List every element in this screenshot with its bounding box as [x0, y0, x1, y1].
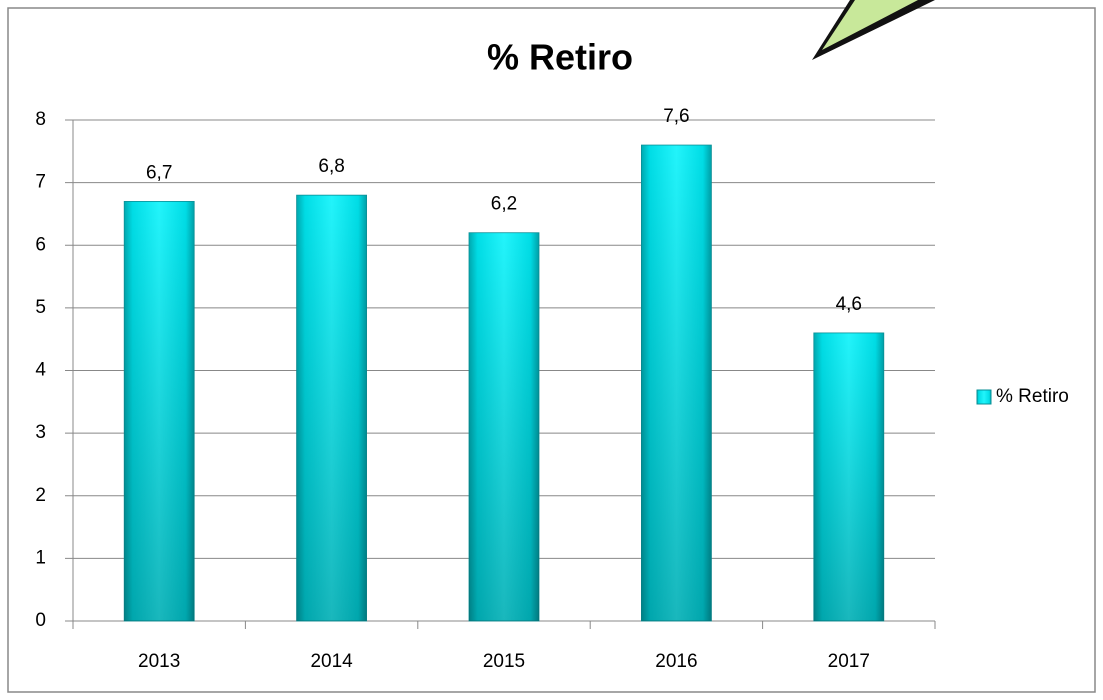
value-label: 7,6	[663, 106, 689, 127]
y-tick-label: 4	[35, 360, 46, 381]
legend-label: % Retiro	[996, 386, 1069, 407]
bar-shade	[124, 201, 195, 621]
y-tick-label: 8	[35, 109, 46, 130]
value-label: 6,2	[491, 194, 517, 215]
value-label: 4,6	[836, 294, 862, 315]
y-tick-label: 6	[35, 234, 46, 255]
y-tick-label: 3	[35, 422, 46, 443]
bar-shade	[296, 195, 367, 621]
y-tick-label: 0	[35, 610, 46, 631]
bar-shade	[469, 232, 539, 621]
y-tick-label: 7	[35, 172, 46, 193]
y-tick-label: 5	[35, 297, 46, 318]
x-tick-label: 2013	[138, 651, 180, 672]
x-tick-label: 2015	[483, 651, 525, 672]
bar-shade	[641, 145, 712, 622]
decorative-arrow	[812, 0, 935, 60]
x-tick-label: 2014	[310, 651, 353, 672]
bar-shade	[813, 332, 884, 621]
x-tick-label: 2016	[655, 651, 697, 672]
legend-swatch	[976, 389, 992, 405]
chart-title: % Retiro	[487, 37, 633, 78]
value-label: 6,8	[318, 156, 344, 177]
y-tick-label: 2	[35, 485, 46, 506]
value-label: 6,7	[146, 162, 172, 183]
y-tick-label: 1	[35, 547, 46, 568]
x-tick-label: 2017	[828, 651, 870, 672]
